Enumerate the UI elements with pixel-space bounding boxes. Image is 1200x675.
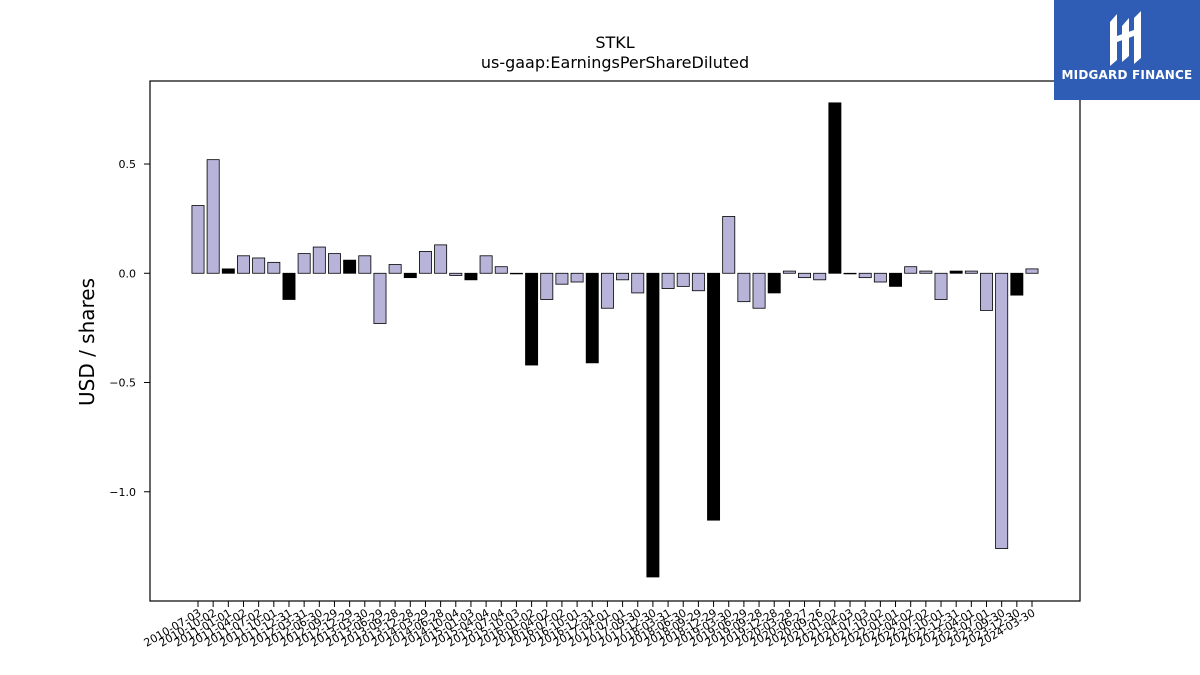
bar-2021-01-02	[828, 102, 842, 274]
bar-2013-09-28	[388, 264, 402, 274]
bar-2016-10-01	[570, 272, 584, 283]
bar-2023-09-30	[995, 272, 1009, 549]
bar-2011-04-02	[237, 255, 250, 274]
bar-2012-06-30	[312, 246, 326, 274]
bar-2020-06-27	[798, 272, 812, 279]
bar-2016-01-02	[525, 272, 539, 366]
logo-mark-icon	[1110, 11, 1141, 66]
bar-2010-10-02	[206, 159, 220, 274]
plot-frame	[149, 80, 1081, 602]
bar-2018-03-31	[661, 272, 675, 289]
bar-2022-04-02	[904, 266, 918, 274]
x-axis-ticks: 2010-07-032010-10-022011-01-012011-04-02…	[142, 601, 1038, 650]
y-tick-label: 0.0	[119, 267, 137, 280]
bar-2019-09-28	[752, 272, 766, 309]
bar-2022-10-01	[934, 272, 948, 300]
y-tick-label: −1.0	[109, 486, 136, 499]
y-tick-label: 0.5	[119, 158, 137, 171]
bar-2016-12-31	[585, 272, 599, 364]
bar-2015-10-03	[509, 272, 523, 275]
bar-2011-01-01	[221, 268, 235, 274]
chart-title: STKL	[595, 33, 634, 52]
bar-2023-12-30	[1010, 272, 1024, 296]
bar-2022-07-02	[919, 270, 933, 274]
bar-2017-04-01	[600, 272, 614, 309]
bar-2012-09-29	[328, 253, 341, 274]
bar-2015-04-04	[479, 255, 493, 274]
bar-2012-12-29	[343, 259, 357, 274]
bar-2023-07-01	[980, 272, 993, 311]
bar-2014-06-28	[434, 244, 448, 274]
bar-series	[191, 102, 1039, 578]
bar-2016-07-02	[555, 272, 569, 285]
bar-2019-06-29	[737, 272, 751, 303]
bar-2011-12-31	[282, 272, 296, 300]
bar-2013-06-29	[373, 272, 387, 324]
bar-2018-12-29	[707, 272, 721, 521]
bar-2021-07-03	[858, 272, 872, 279]
bar-2021-04-03	[843, 272, 857, 275]
y-tick-label: −0.5	[109, 377, 136, 390]
bar-2024-03-30	[1025, 268, 1039, 274]
bar-2018-09-29	[691, 272, 705, 292]
bar-2022-01-01	[889, 272, 902, 287]
chart-subtitle: us-gaap:EarningsPerShareDiluted	[481, 53, 749, 72]
bar-2010-07-03	[191, 205, 205, 274]
brand-name: MIDGARD FINANCE	[1061, 68, 1193, 82]
bar-2016-04-02	[540, 272, 554, 300]
midgard-finance-logo: MIDGARD FINANCE	[1054, 0, 1200, 100]
bar-2014-10-04	[449, 272, 463, 276]
bar-2019-03-30	[722, 216, 736, 274]
bar-2013-03-30	[358, 255, 372, 274]
bar-2014-03-29	[418, 251, 432, 274]
bar-2020-09-26	[813, 272, 827, 281]
bar-2015-07-04	[494, 266, 508, 274]
y-axis-label: USD / shares	[75, 278, 99, 406]
bar-2017-09-30	[631, 272, 645, 294]
y-axis-ticks: 0.5 0.0 −0.5 −1.0	[109, 158, 150, 499]
bar-2011-07-02	[252, 257, 266, 274]
bar-2017-07-01	[616, 272, 630, 281]
bar-2015-01-03	[464, 272, 478, 281]
bar-2017-12-30	[646, 272, 660, 578]
bar-2018-06-30	[676, 272, 690, 287]
bar-2021-10-02	[873, 272, 887, 283]
bar-2013-12-28	[403, 272, 417, 279]
bar-2020-03-28	[782, 270, 796, 274]
bar-2019-12-28	[767, 272, 781, 294]
bar-2011-10-01	[267, 261, 281, 274]
bar-2012-03-31	[297, 253, 311, 274]
bar-2023-04-01	[964, 270, 978, 274]
bar-2022-12-31	[949, 270, 963, 274]
